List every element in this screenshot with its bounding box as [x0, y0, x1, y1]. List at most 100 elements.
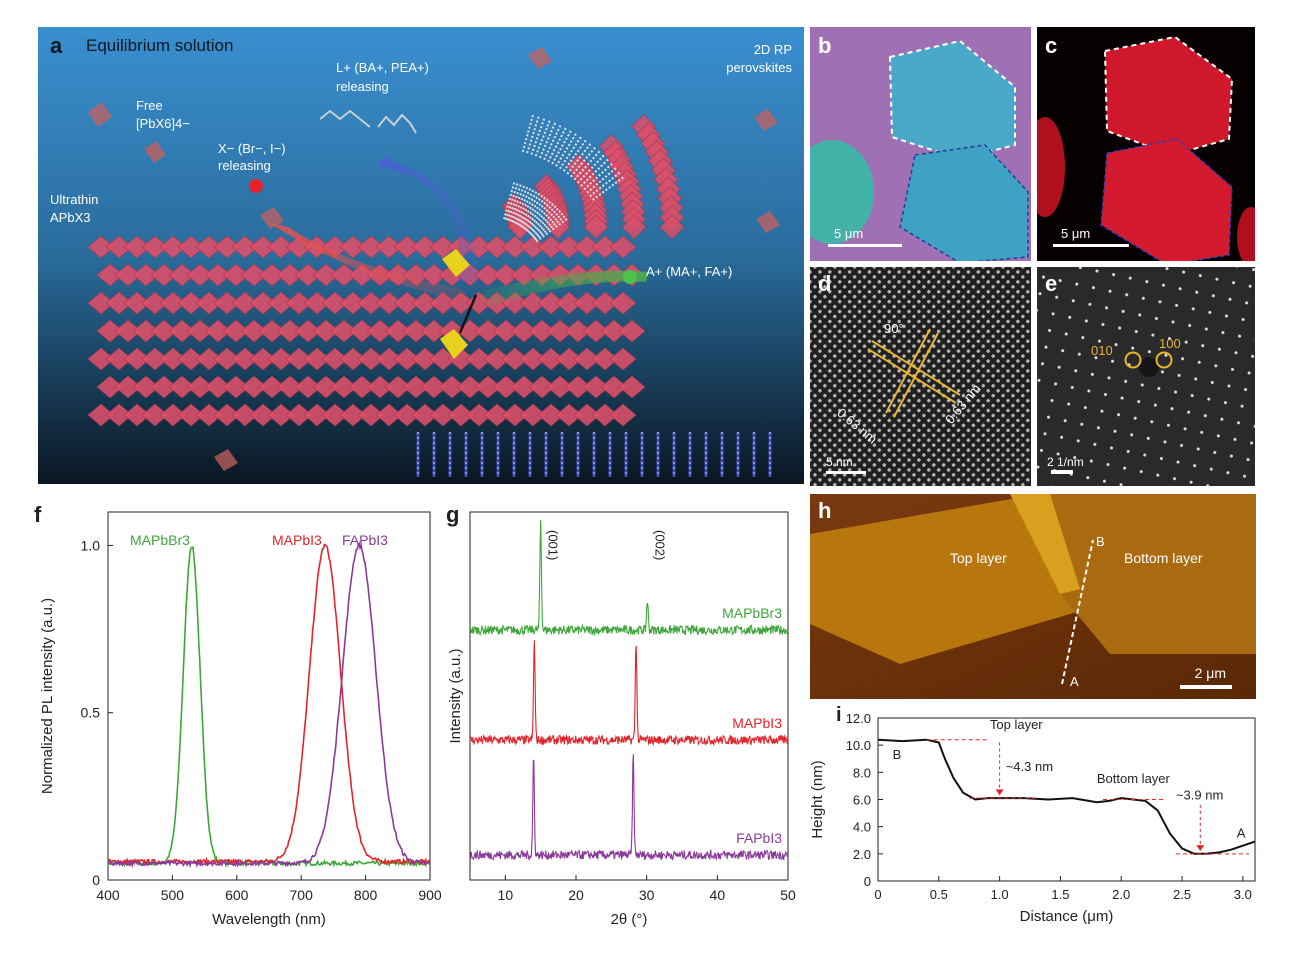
x-tick-label: 1.5	[1051, 887, 1069, 902]
ligand-chain	[535, 216, 570, 243]
series-label-MAPbI3: MAPbI3	[732, 715, 782, 731]
y-tick-label: 1.0	[81, 537, 101, 553]
rp-label-2: perovskites	[726, 60, 792, 75]
ligand-chain	[589, 170, 622, 198]
x-tick-label: 30	[639, 887, 655, 903]
ligand-chain	[530, 206, 561, 236]
ligand-chain	[528, 203, 558, 235]
ligand-chain	[586, 166, 619, 194]
panel-c-pl-image	[1037, 27, 1255, 261]
x-axis-label: 2θ (°)	[611, 911, 648, 928]
panel-e-spot-1: 010	[1091, 343, 1113, 358]
ligand-chain	[543, 123, 563, 161]
x-release-label-1: X− (Br−, I−)	[218, 141, 286, 156]
plot-frame	[107, 511, 431, 881]
panel-e-scale-label: 2 1/nm	[1047, 455, 1084, 469]
step2-annotation: ~3.9 nm	[1176, 788, 1223, 803]
panel-a-title: Equilibrium solution	[86, 36, 234, 55]
step2-arrowhead	[1196, 845, 1205, 852]
free-octahedra	[88, 47, 780, 471]
step1-annotation: ~4.3 nm	[1006, 759, 1053, 774]
panel-a: a Equilibrium solution Free [PbX6]4− X− …	[38, 27, 804, 484]
panel-a-label: a	[50, 33, 63, 58]
ligand-chain	[514, 187, 536, 225]
panel-d-scale-label: 5 nm	[826, 455, 853, 469]
ligand-chain	[526, 114, 541, 154]
x-tick-label: 2.5	[1173, 887, 1191, 902]
panel-h-scalebar	[1180, 685, 1232, 689]
x-axis-label: Wavelength (nm)	[212, 911, 326, 928]
free-octahedra-label-2: [PbX6]4−	[136, 116, 190, 131]
l-release-arrow	[378, 157, 478, 282]
octahedron	[545, 214, 571, 240]
yellow-octahedron-top	[442, 249, 470, 277]
y-tick-label: 8.0	[853, 765, 871, 780]
point-b-annotation: B	[893, 747, 902, 762]
x-axis-label: Distance (μm)	[1020, 908, 1114, 925]
octahedron	[618, 319, 646, 343]
ligand-chain	[531, 208, 563, 238]
ligand-chain	[511, 184, 529, 223]
cation-ion-icon	[623, 270, 637, 284]
x-tick-label: 3.0	[1234, 887, 1252, 902]
double-arrow	[458, 294, 478, 334]
octahedron	[609, 235, 637, 259]
ligand-chain	[518, 191, 542, 227]
x-tick-label: 1.0	[991, 887, 1009, 902]
y-tick-label: 10.0	[846, 738, 871, 753]
panel-b-label: b	[818, 33, 832, 58]
panel-b-scale-label: 5 μm	[834, 226, 864, 241]
panel-h-point-a: A	[1070, 674, 1079, 689]
panel-h-bottom-layer: Bottom layer	[1124, 550, 1203, 566]
y-tick-label: 0	[92, 872, 100, 888]
panel-b-optical-image	[810, 27, 1031, 261]
y-tick-label: 0.5	[81, 705, 101, 721]
panel-c-scale-label: 5 μm	[1061, 226, 1091, 241]
series-label-FAPbI3: FAPbI3	[342, 532, 388, 548]
ligand-chain	[555, 131, 578, 167]
panel-h-scale-label: 2 μm	[1194, 665, 1226, 681]
octahedron	[583, 214, 609, 240]
x-tick-label: 10	[498, 887, 514, 903]
ligand-chain	[562, 138, 588, 172]
panel-e-saed-pattern	[1037, 267, 1255, 486]
x-tick-label: 50	[780, 887, 796, 903]
ligand-chain	[559, 134, 583, 170]
panel-d-label: d	[818, 271, 832, 296]
series-line-FAPbI3	[107, 541, 431, 869]
series-line-MAPbI3	[469, 640, 789, 747]
step1-arrowhead	[995, 789, 1004, 796]
x-tick-label: 0.5	[930, 887, 948, 902]
series-line-FAPbI3	[469, 754, 789, 861]
panel-g: 10 20 30 40 50 2θ (°) Intensity (a.u.) MAPbBr3 M…	[440, 500, 810, 940]
x-tick-label: 20	[568, 887, 584, 903]
ligand-chain	[533, 211, 565, 239]
ligand-chain	[522, 195, 547, 229]
panel-h-point-b: B	[1096, 534, 1105, 549]
y-tick-label: 0	[864, 874, 871, 889]
chart-i: 0 0.5 1.0 1.5 2.0 2.5 3.0 0 2.0 4.0 6.0 8.0 10.0 12.0…	[809, 711, 1256, 925]
panel-b-scalebar	[828, 244, 902, 247]
free-octahedra-label-1: Free	[136, 98, 163, 113]
rp-label-1: 2D RP	[753, 42, 792, 57]
series-label-MAPbBr3: MAPbBr3	[722, 605, 782, 621]
x-tick-label: 700	[290, 887, 314, 903]
x-release-arrow	[268, 222, 468, 302]
x-tick-label: 800	[354, 887, 378, 903]
ligand-chain	[538, 120, 557, 159]
y-axis-label: Normalized PL intensity (a.u.)	[39, 598, 56, 794]
ligand-chain	[512, 186, 533, 224]
octahedron	[618, 375, 646, 399]
peak-label: (001)	[546, 530, 561, 560]
ligand-chain	[551, 128, 573, 165]
panel-d: d 90° 0.63 nm 0.63 nm 5 nm	[810, 267, 1031, 486]
chart-g: 10 20 30 40 50 2θ (°) Intensity (a.u.) MAPbBr3 M…	[447, 511, 796, 928]
ultrathin-label-2: APbX3	[50, 210, 91, 225]
series-label-FAPbI3: FAPbI3	[736, 830, 782, 846]
series-line-MAPbBr3	[469, 519, 789, 637]
panel-d-angle: 90°	[884, 321, 904, 336]
bottom-layer-annotation: Bottom layer	[1097, 771, 1171, 786]
ligand-chain	[592, 175, 626, 201]
panel-i-label: i	[836, 704, 842, 726]
panel-a-illustration	[38, 27, 804, 484]
